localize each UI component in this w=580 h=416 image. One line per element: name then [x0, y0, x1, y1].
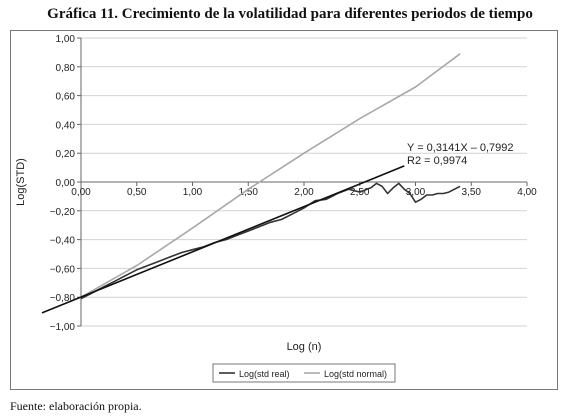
- y-tick-label: −1,00: [50, 322, 76, 333]
- x-tick-label: 4,00: [517, 187, 537, 198]
- series-line-real: [80, 182, 461, 300]
- legend: Log(std real) Log(std normal): [212, 363, 396, 383]
- chart-title: Gráfica 11. Crecimiento de la volatilida…: [47, 6, 533, 22]
- y-tick-label: −0,60: [50, 264, 76, 275]
- x-tick-label: 0,50: [127, 187, 147, 198]
- x-tick-label: 3,50: [462, 187, 482, 198]
- trendline-r2: R2 = 0,9974: [407, 155, 467, 167]
- y-tick-label: 1,00: [56, 34, 76, 45]
- y-tick-label: −0,40: [50, 236, 76, 247]
- legend-label-real: Log(std real): [239, 369, 290, 379]
- y-tick-label: 0,20: [56, 149, 76, 160]
- trendline-equation: Y = 0,3141X – 0,7992: [407, 142, 514, 154]
- y-tick-label: −0,20: [50, 207, 76, 218]
- x-tick-layer: 0,00 0,50 1,00 1,50 2,00 2,50 3,00 3,50 4,00: [71, 182, 537, 198]
- y-tick-label: −0,80: [50, 293, 76, 304]
- x-tick-label: 1,50: [239, 187, 259, 198]
- chart-frame: [10, 30, 558, 390]
- y-tick-layer: 1,00 0,80 0,60 0,40 0,20 0,00 −0,20 −0,40 −0,60 −…: [50, 34, 81, 333]
- grid-layer: [81, 37, 527, 327]
- trendline: [41, 165, 405, 314]
- y-tick-label: 0,00: [56, 178, 76, 189]
- x-tick-label: 2,00: [294, 187, 314, 198]
- x-axis-label: Log (n): [287, 341, 322, 353]
- legend-label-normal: Log(std normal): [324, 369, 387, 379]
- x-tick-label: 3,00: [406, 187, 426, 198]
- series-layer: [80, 53, 461, 300]
- x-tick-label: 1,00: [183, 187, 203, 198]
- y-tick-label: 0,40: [56, 120, 76, 131]
- y-tick-label: 0,60: [56, 92, 76, 103]
- source-note: Fuente: elaboración propia.: [10, 399, 142, 413]
- y-axis-label: Log(STD): [15, 158, 27, 206]
- x-tick-label: 0,00: [71, 187, 91, 198]
- trendline-layer: Y = 0,3141X – 0,7992 R2 = 0,9974: [41, 142, 514, 314]
- y-tick-label: 0,80: [56, 63, 76, 74]
- series-line-normal: [80, 53, 461, 298]
